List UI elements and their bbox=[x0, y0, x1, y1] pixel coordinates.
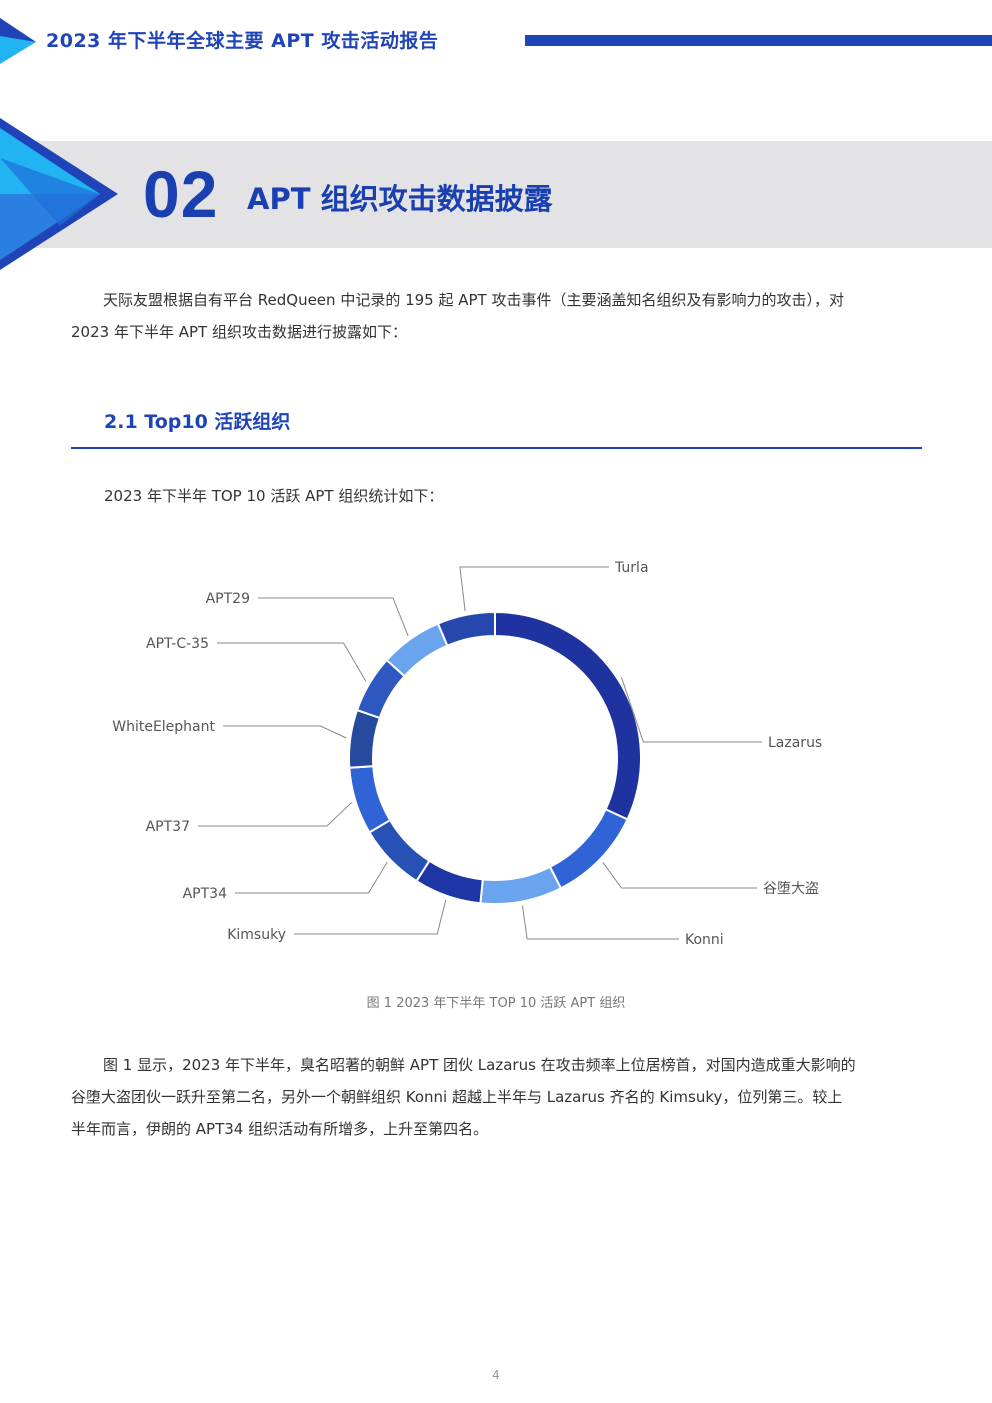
leader-line-0 bbox=[620, 677, 762, 743]
leader-line-5 bbox=[198, 802, 353, 827]
chart-label-2: Konni bbox=[685, 932, 724, 948]
chart-label-5: APT37 bbox=[146, 819, 190, 835]
top10-donut-chart: Lazarus 谷堕大盗 Konni Kimsuky APT34 APT37 WhiteEl… bbox=[112, 560, 822, 948]
donut-slice- bbox=[548, 808, 629, 890]
donut-slice-apt34 bbox=[368, 818, 431, 883]
leader-line-7 bbox=[217, 642, 367, 682]
header-triangle-decoration bbox=[0, 18, 36, 64]
leader-line-3 bbox=[294, 899, 447, 935]
donut-slice-apt37 bbox=[348, 765, 392, 834]
section-triangle-decoration bbox=[0, 118, 118, 270]
leader-line-6 bbox=[223, 725, 347, 739]
chart-label-4: APT34 bbox=[183, 886, 227, 902]
intro-line-1: 天际友盟根据自有平台 RedQueen 中记录的 195 起 APT 攻击事件（… bbox=[103, 291, 844, 309]
donut-slice-turla bbox=[436, 610, 496, 647]
chart-lead-text: 2023 年下半年 TOP 10 活跃 APT 组织统计如下： bbox=[104, 487, 444, 505]
analysis-paragraph: 图 1 显示，2023 年下半年，臭名昭著的朝鲜 APT 团伙 Lazarus … bbox=[71, 1049, 923, 1145]
chart-label-8: APT29 bbox=[206, 591, 250, 607]
analysis-line-3: 半年而言，伊朗的 APT34 组织活动有所增多，上升至第四名。 bbox=[71, 1120, 489, 1138]
leader-line-2 bbox=[521, 905, 679, 940]
chart-label-1: 谷堕大盗 bbox=[763, 880, 819, 897]
leader-line-9 bbox=[459, 566, 609, 612]
subsection-rule bbox=[71, 447, 922, 449]
figure-caption: 图 1 2023 年下半年 TOP 10 活跃 APT 组织 bbox=[366, 996, 626, 1011]
chart-label-0: Lazarus bbox=[768, 735, 822, 751]
section-title: APT 组织攻击数据披露 bbox=[247, 182, 553, 216]
leader-line-1 bbox=[602, 861, 757, 889]
chart-label-3: Kimsuky bbox=[227, 927, 286, 943]
chart-label-6: WhiteElephant bbox=[112, 719, 215, 735]
analysis-line-2: 谷堕大盗团伙一跃升至第二名，另外一个朝鲜组织 Konni 超越上半年与 Laza… bbox=[71, 1088, 843, 1106]
donut-slice-konni bbox=[479, 865, 563, 905]
report-header-title: 2023 年下半年全球主要 APT 攻击活动报告 bbox=[46, 30, 439, 52]
analysis-line-1: 图 1 显示，2023 年下半年，臭名昭著的朝鲜 APT 团伙 Lazarus … bbox=[103, 1056, 856, 1074]
page-number: 4 bbox=[492, 1368, 500, 1382]
donut-slice-whiteelephant bbox=[348, 708, 382, 769]
section-number: 02 bbox=[143, 157, 219, 231]
section-band bbox=[0, 141, 992, 248]
subsection-heading: 2.1 Top10 活跃组织 bbox=[104, 411, 291, 433]
donut-slice-lazarus bbox=[494, 610, 642, 821]
chart-label-7: APT-C-35 bbox=[146, 636, 209, 652]
leader-line-8 bbox=[258, 597, 409, 636]
intro-paragraph: 天际友盟根据自有平台 RedQueen 中记录的 195 起 APT 攻击事件（… bbox=[71, 284, 923, 348]
intro-line-2: 2023 年下半年 APT 组织攻击数据进行披露如下： bbox=[71, 323, 407, 341]
chart-label-9: Turla bbox=[614, 560, 649, 576]
header-rule-bar bbox=[525, 35, 992, 46]
leader-line-4 bbox=[235, 862, 388, 894]
donut-slice-apt29 bbox=[385, 622, 449, 678]
